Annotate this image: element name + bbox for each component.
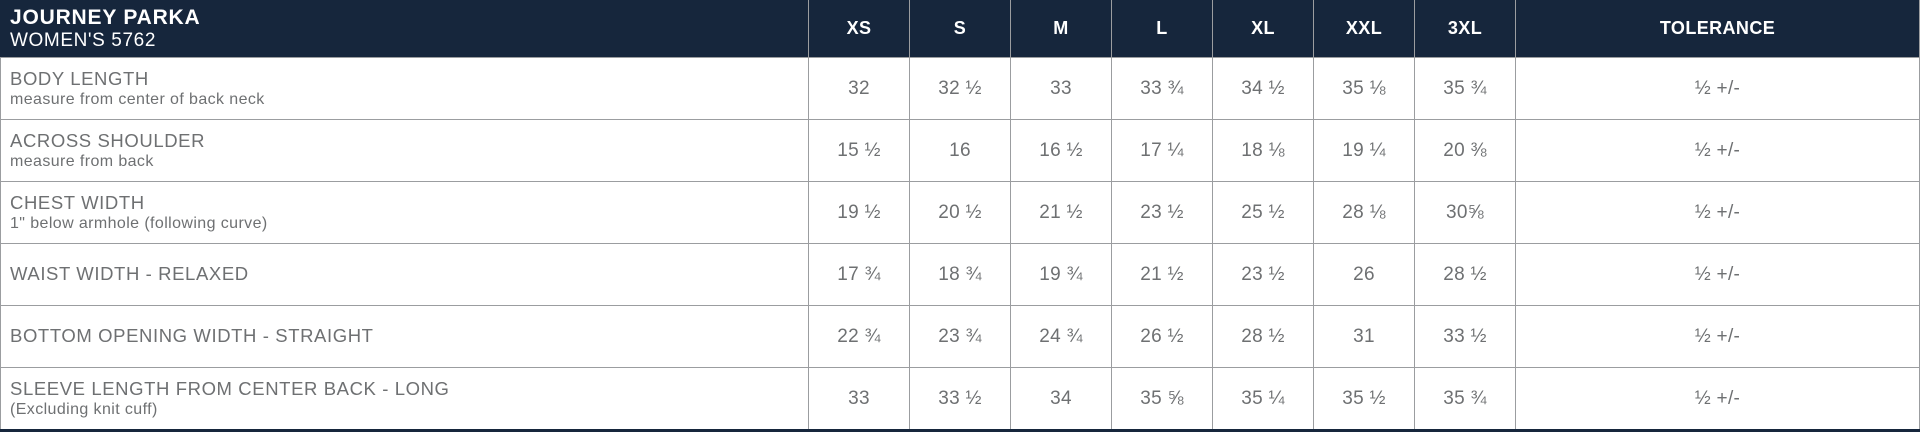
- size-value: 19 ¾: [1010, 243, 1111, 305]
- row-label-cell: BOTTOM OPENING WIDTH - STRAIGHT: [0, 305, 808, 367]
- size-value: 35 ½: [1313, 367, 1414, 429]
- size-value: 31: [1313, 305, 1414, 367]
- size-value: 28 ½: [1212, 305, 1313, 367]
- size-value: 19 ½: [808, 181, 909, 243]
- tolerance-value: ½ +/-: [1515, 243, 1920, 305]
- size-value: 35 ⅛: [1313, 57, 1414, 119]
- column-header-xl: XL: [1212, 0, 1313, 57]
- measurement-label: SLEEVE LENGTH FROM CENTER BACK - LONG: [10, 377, 450, 399]
- size-value: 28 ⅛: [1313, 181, 1414, 243]
- size-value: 23 ½: [1111, 181, 1212, 243]
- size-value: 20 ⅜: [1414, 119, 1515, 181]
- column-header-m: M: [1010, 0, 1111, 57]
- tolerance-value: ½ +/-: [1515, 119, 1920, 181]
- size-value: 33: [1010, 57, 1111, 119]
- size-value: 17 ¼: [1111, 119, 1212, 181]
- column-header-l: L: [1111, 0, 1212, 57]
- tolerance-value: ½ +/-: [1515, 181, 1920, 243]
- size-value: 15 ½: [808, 119, 909, 181]
- product-title-cell: JOURNEY PARKA WOMEN'S 5762: [0, 0, 808, 57]
- column-header-tolerance: TOLERANCE: [1515, 0, 1920, 57]
- size-value: 35 ¾: [1414, 57, 1515, 119]
- measurement-label: WAIST WIDTH - RELAXED: [10, 263, 249, 285]
- size-value: 16 ½: [1010, 119, 1111, 181]
- size-value: 28 ½: [1414, 243, 1515, 305]
- size-value: 34: [1010, 367, 1111, 429]
- size-value: 35 ¾: [1414, 367, 1515, 429]
- size-value: 20 ½: [909, 181, 1010, 243]
- size-value: 21 ½: [1111, 243, 1212, 305]
- size-value: 33: [808, 367, 909, 429]
- size-value: 33 ½: [1414, 305, 1515, 367]
- size-value: 35 ¼: [1212, 367, 1313, 429]
- measurement-sublabel: measure from center of back neck: [10, 91, 265, 108]
- size-value: 25 ½: [1212, 181, 1313, 243]
- tolerance-value: ½ +/-: [1515, 367, 1920, 429]
- size-value: 35 ⅝: [1111, 367, 1212, 429]
- product-subtitle: WOMEN'S 5762: [10, 29, 156, 51]
- size-value: 30⅝: [1414, 181, 1515, 243]
- size-value: 17 ¾: [808, 243, 909, 305]
- row-label-cell: WAIST WIDTH - RELAXED: [0, 243, 808, 305]
- tolerance-value: ½ +/-: [1515, 305, 1920, 367]
- size-value: 16: [909, 119, 1010, 181]
- measurement-label: ACROSS SHOULDER: [10, 129, 206, 151]
- measurement-sublabel: measure from back: [10, 153, 154, 170]
- size-value: 24 ¾: [1010, 305, 1111, 367]
- table-bottom-border: [0, 429, 1920, 432]
- size-value: 23 ½: [1212, 243, 1313, 305]
- row-label-cell: CHEST WIDTH 1" below armhole (following c…: [0, 181, 808, 243]
- size-value: 34 ½: [1212, 57, 1313, 119]
- row-label-cell: ACROSS SHOULDER measure from back: [0, 119, 808, 181]
- tolerance-value: ½ +/-: [1515, 57, 1920, 119]
- size-value: 21 ½: [1010, 181, 1111, 243]
- size-value: 26 ½: [1111, 305, 1212, 367]
- size-value: 23 ¾: [909, 305, 1010, 367]
- size-value: 32 ½: [909, 57, 1010, 119]
- size-value: 18 ¾: [909, 243, 1010, 305]
- column-header-3xl: 3XL: [1414, 0, 1515, 57]
- row-label-cell: BODY LENGTH measure from center of back n…: [0, 57, 808, 119]
- size-value: 22 ¾: [808, 305, 909, 367]
- column-header-s: S: [909, 0, 1010, 57]
- measurement-sublabel: 1" below armhole (following curve): [10, 215, 268, 232]
- size-value: 33 ¾: [1111, 57, 1212, 119]
- measurement-label: BOTTOM OPENING WIDTH - STRAIGHT: [10, 325, 374, 347]
- measurement-sublabel: (Excluding knit cuff): [10, 401, 158, 418]
- size-value: 32: [808, 57, 909, 119]
- measurement-label: CHEST WIDTH: [10, 191, 145, 213]
- product-title: JOURNEY PARKA: [10, 5, 201, 29]
- size-value: 26: [1313, 243, 1414, 305]
- column-header-xxl: XXL: [1313, 0, 1414, 57]
- measurement-label: BODY LENGTH: [10, 67, 149, 89]
- size-value: 33 ½: [909, 367, 1010, 429]
- column-header-xs: XS: [808, 0, 909, 57]
- size-value: 18 ⅛: [1212, 119, 1313, 181]
- row-label-cell: SLEEVE LENGTH FROM CENTER BACK - LONG (Ex…: [0, 367, 808, 429]
- size-value: 19 ¼: [1313, 119, 1414, 181]
